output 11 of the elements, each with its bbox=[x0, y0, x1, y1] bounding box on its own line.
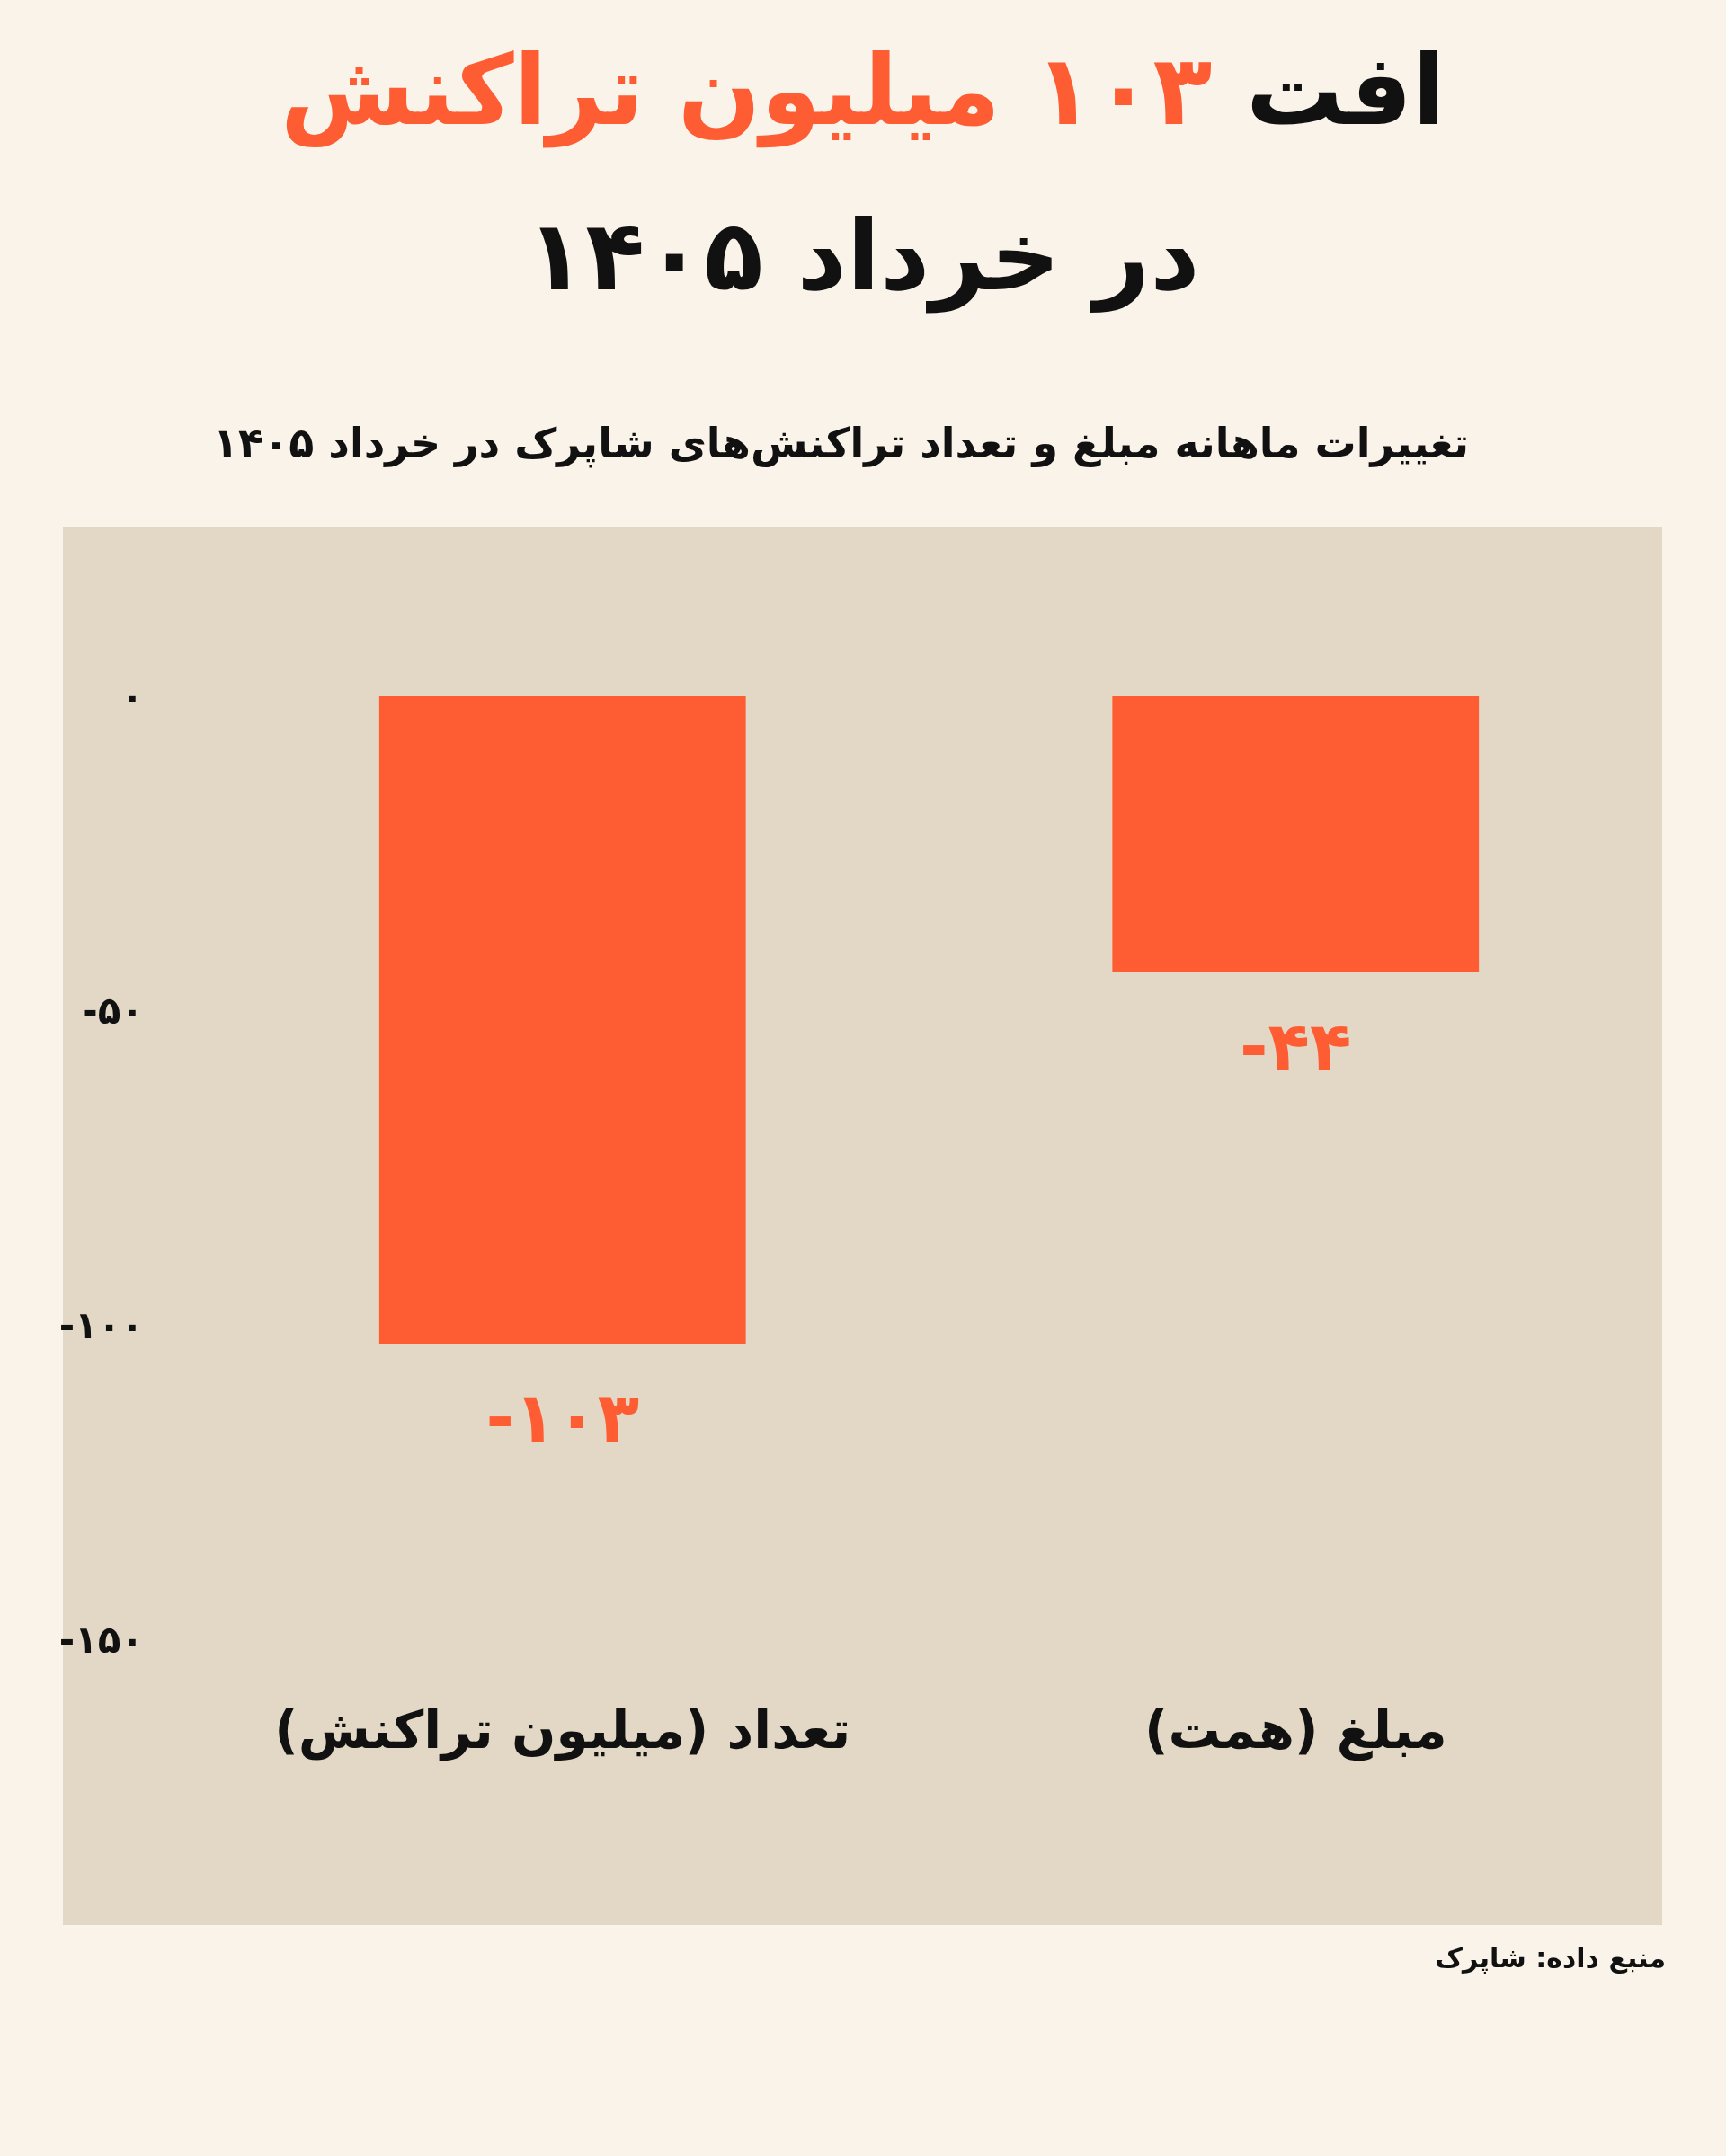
y-tick-label: -۱۰۰ bbox=[58, 1302, 144, 1347]
chart-subtitle: تغییرات ماهانه مبلغ و تعداد تراکنش‌های شاپرک در خرداد ۱۴۰۵ bbox=[212, 419, 1469, 468]
x-tick-label: تعداد (میلیون تراکنش) bbox=[274, 1699, 851, 1761]
text: منبع داده: شاپرک bbox=[1435, 1941, 1666, 1974]
data-label: -۴۴ bbox=[1240, 1006, 1352, 1087]
y-tick-label: -۵۰ bbox=[82, 988, 144, 1033]
y-tick-label: -۱۵۰ bbox=[58, 1617, 144, 1662]
data-label: -۱۰۳ bbox=[485, 1377, 640, 1458]
chart-title: افت ۱۰۳ میلیون تراکنش در خرداد ۱۴۰۵ bbox=[280, 33, 1446, 314]
x-tick-label: مبلغ (همت) bbox=[1143, 1699, 1447, 1761]
y-tick-label: ۰ bbox=[120, 673, 144, 718]
